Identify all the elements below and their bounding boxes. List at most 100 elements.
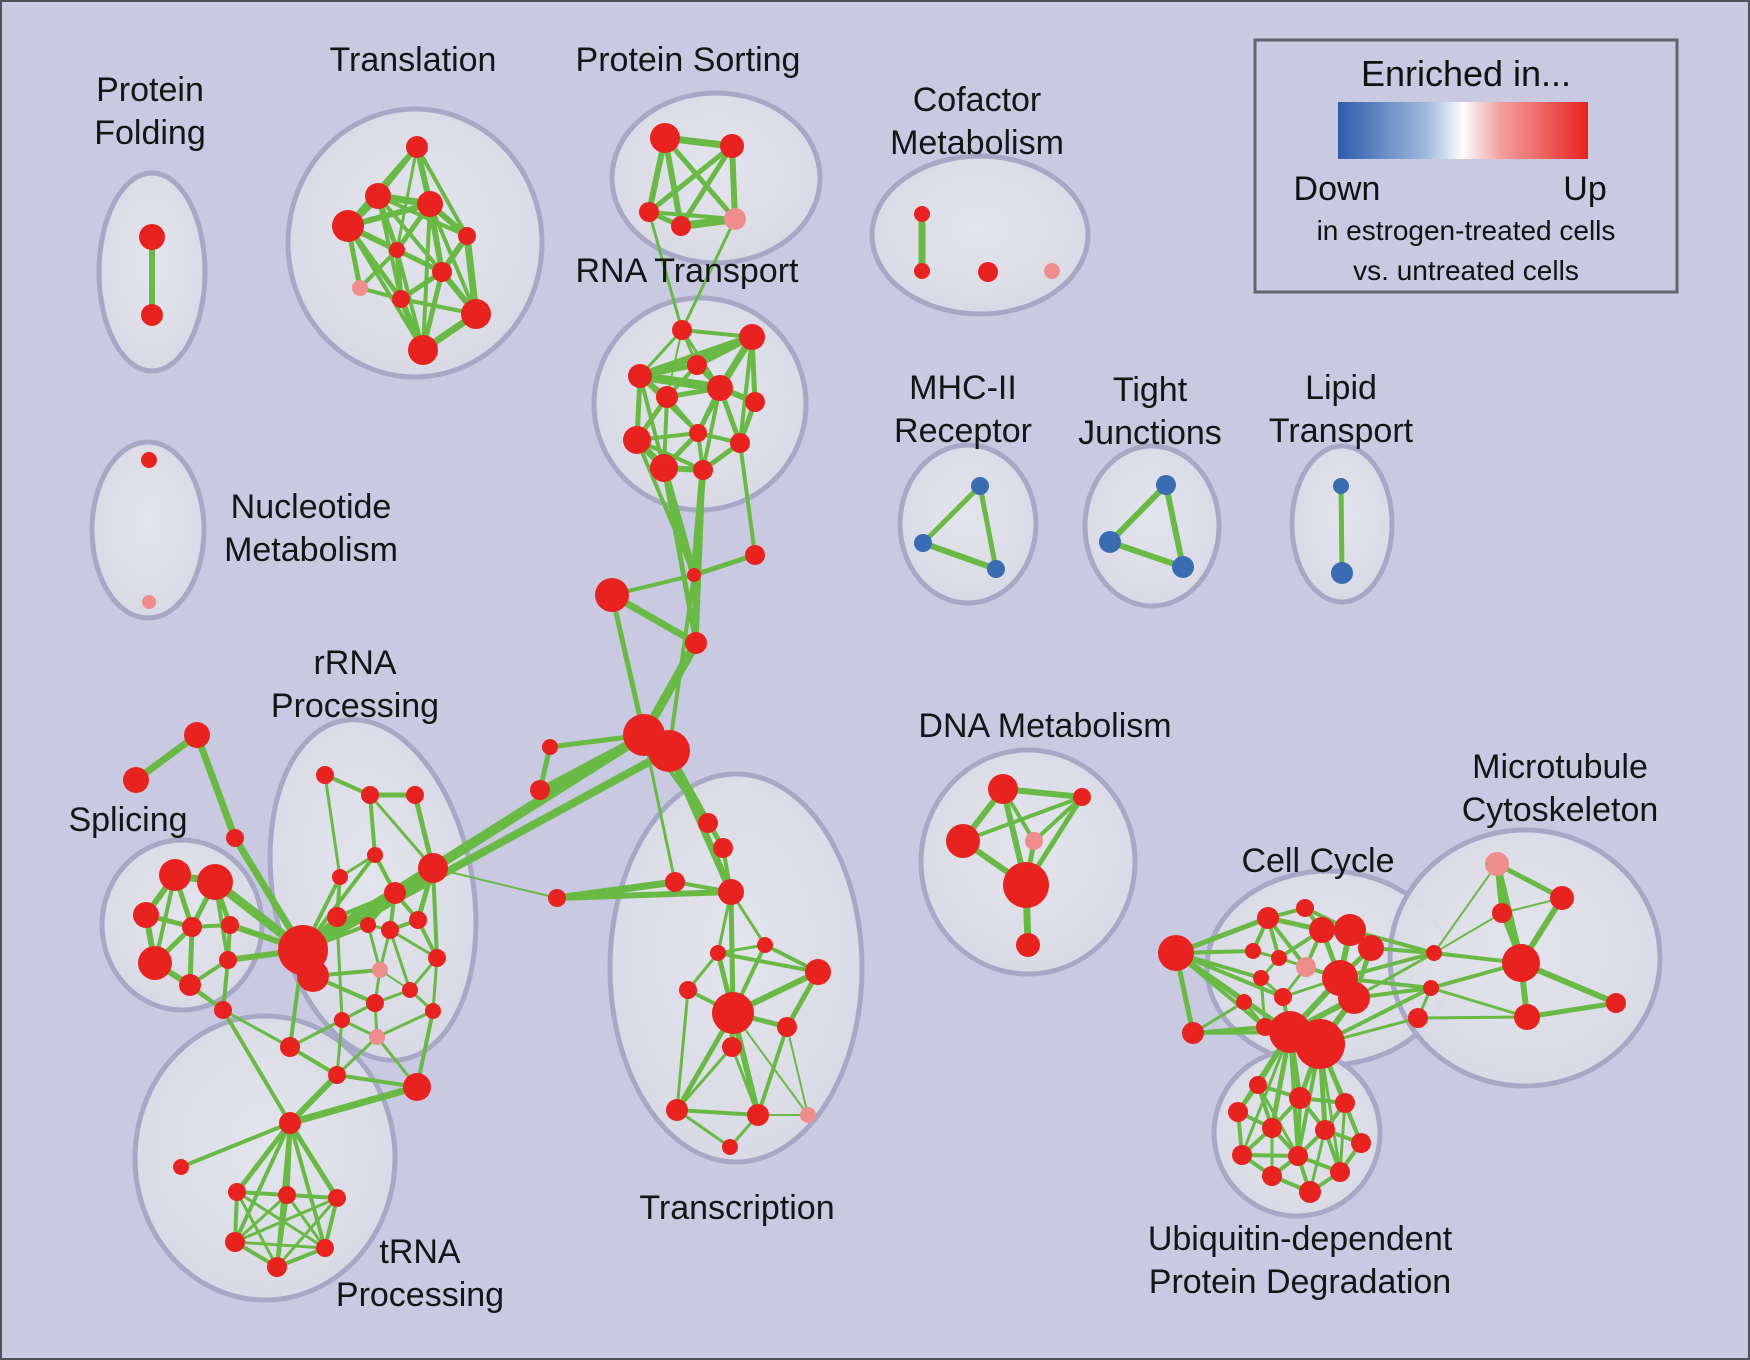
edge-q1-q6 [323,773,342,879]
node-q8 [327,907,347,927]
node-s7 [179,974,201,996]
edge-n4-n6 [233,1193,289,1244]
edge-q20-s9 [221,1008,292,1049]
node-m5 [1502,944,1540,982]
node-k3 [1257,907,1279,929]
node-q13 [428,949,446,967]
node-x10 [777,1017,797,1037]
cluster-label-nucleotide-metabolism-line2: Metabolism [224,531,398,569]
edge-b1-b2 [920,483,983,546]
edge-g1-g3 [193,731,239,842]
node-m8 [1606,993,1626,1013]
node-k15 [1236,994,1252,1010]
edge-q23-n1 [286,1083,421,1127]
node-m4 [1426,945,1442,961]
edge-q24-n1 [287,1072,340,1126]
node-r11 [650,454,678,482]
edge-t6-t8 [358,248,399,290]
cluster-label-tight-junctions-line1: Tight [1113,371,1188,409]
legend-title: Enriched in... [1361,53,1571,94]
edge-x9-x14 [732,1012,809,1116]
node-s9 [214,1001,232,1019]
cluster-ellipse-mhc-ii-receptor [897,442,1039,606]
cluster-label-trna-processing-line2: Processing [336,1276,504,1314]
edge-n4-n8 [275,1193,289,1269]
node-t3 [332,210,364,242]
node-g3 [226,829,244,847]
node-x11 [722,1037,742,1057]
legend-down-label: Down [1294,170,1381,208]
cluster-label-cofactor-metabolism-line2: Metabolism [890,124,1064,162]
cluster-label-rna-transport: RNA Transport [576,252,800,290]
edge-r11-ch4 [661,465,699,646]
edge-x11-x12 [675,1045,734,1112]
node-q20 [280,1037,300,1057]
node-q16 [366,994,384,1012]
node-q3 [406,786,424,804]
node-q24 [328,1066,346,1084]
node-g2 [123,767,149,793]
legend-frame [1253,38,1679,294]
edge-b4-b5 [1107,482,1169,545]
edge-q18-q24 [335,1018,344,1077]
edge-b5-b6 [1107,539,1186,570]
node-p1 [650,123,680,153]
node-r1 [672,320,692,340]
node-ch4 [685,632,707,654]
edge-q19-q24 [335,1035,379,1077]
node-k11 [1253,970,1269,986]
node-x15 [722,1139,738,1155]
node-r7 [745,392,765,412]
node-g1 [184,722,210,748]
edge-t3-t11 [346,224,425,352]
node-t7 [432,262,452,282]
edge-n1-n7 [288,1121,327,1250]
edge-x11-x13 [730,1045,760,1117]
edge-n1-n3 [234,1120,293,1195]
cluster-label-dna-metabolism: DNA Metabolism [918,707,1171,745]
node-q11 [381,921,399,939]
cluster-ellipse-protein-sorting [609,90,823,266]
edge-ch3-h1 [609,592,647,738]
node-q7 [384,882,406,904]
edge-ch1-h2 [667,573,696,753]
edge-b7-b8 [1338,483,1345,576]
node-p5 [724,208,746,230]
edge-r6-r12 [701,386,722,472]
node-r8 [689,424,707,442]
edge-k17-u8 [1240,1030,1292,1157]
edge-q4-q13 [431,866,439,960]
node-n4 [278,1186,296,1204]
edge-m1-m2 [1494,861,1565,901]
edge-q17-q19 [375,1009,435,1039]
node-r5 [656,386,678,408]
edge-m1-m4 [1433,863,1498,954]
node-m3 [1492,903,1512,923]
node-s6 [138,946,172,980]
edge-m6-m7 [1429,986,1529,1019]
node-r2 [739,324,765,350]
cluster-label-rrna-processing-line2: Processing [271,687,439,725]
legend-subtitle-line2: vs. untreated cells [1353,255,1579,286]
node-ch2 [745,545,765,565]
node-q2 [361,786,379,804]
edge-k1-k12 [1174,951,1285,999]
edge-x12-x13 [675,1108,760,1117]
cluster-label-microtubule-cytoskeleton-line2: Cytoskeleton [1462,791,1659,829]
cluster-ellipse-cofactor-metabolism [869,153,1091,317]
node-u12 [1299,1181,1321,1203]
edge-m3-m4 [1433,912,1503,954]
node-s4 [182,917,202,937]
node-q5 [367,847,383,863]
edge-d2-d4 [1032,795,1084,843]
node-k10 [1296,957,1316,977]
edge-q2-q4 [368,793,435,870]
cluster-ellipse-tight-junctions [1082,443,1222,609]
node-k18 [1295,1019,1345,1069]
node-r6 [707,375,733,401]
node-q14 [372,962,388,978]
node-k4 [1296,899,1314,917]
node-x1 [665,872,685,892]
